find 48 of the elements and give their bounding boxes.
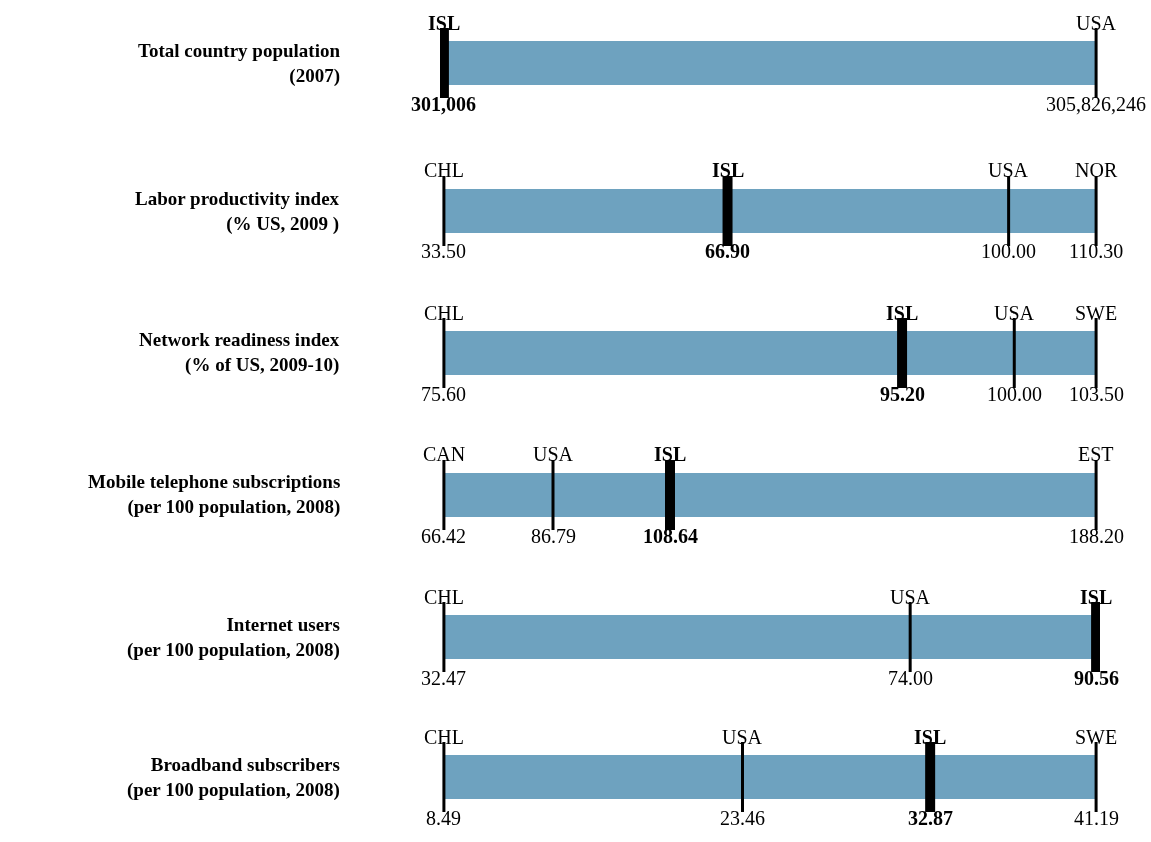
text: Labor productivity index (% US, 2009 ) <box>135 188 340 235</box>
text: Mobile telephone subscriptions (per 100 population, 2008) <box>88 471 341 518</box>
legend-label: CHL <box>424 302 464 324</box>
legend-label: CHL <box>424 159 464 181</box>
legend-label: USA <box>722 726 763 748</box>
data-label: 103.50 <box>1069 383 1124 405</box>
data-label: 110.30 <box>1069 240 1124 262</box>
data-label: 301,006 <box>411 93 476 115</box>
legend-label: SWE <box>1075 302 1118 324</box>
data-label: 86.79 <box>531 525 576 547</box>
legend-label: NOR <box>1075 159 1118 181</box>
legend-label: ISL <box>712 159 745 181</box>
legend-label: CHL <box>424 726 464 748</box>
legend-label: EST <box>1078 443 1114 465</box>
data-label: 23.46 <box>720 807 765 829</box>
data-label: 95.20 <box>880 383 925 405</box>
text: Internet users (per 100 population, 2008) <box>127 614 340 661</box>
legend-label: USA <box>890 586 931 608</box>
data-label: 305,826,246 <box>1046 93 1146 115</box>
data-label: 33.50 <box>421 240 466 262</box>
data-label: 108.64 <box>643 525 698 547</box>
legend-label: USA <box>1076 12 1117 34</box>
text: Network readiness index (% of US, 2009-10) <box>139 329 340 376</box>
data-label: 32.47 <box>421 667 466 689</box>
legend-label: USA <box>994 302 1035 324</box>
legend-label: ISL <box>886 302 919 324</box>
data-label: 100.00 <box>981 240 1036 262</box>
text: Total country population (2007) <box>138 40 341 87</box>
legend-label: USA <box>533 443 574 465</box>
data-label: 8.49 <box>426 807 461 829</box>
data-label: 74.00 <box>888 667 933 689</box>
data-label: 75.60 <box>421 383 466 405</box>
data-label: 32.87 <box>908 807 953 829</box>
legend-label: USA <box>988 159 1029 181</box>
data-label: 100.00 <box>987 383 1042 405</box>
legend-label: ISL <box>1080 586 1113 608</box>
legend-label: ISL <box>428 12 461 34</box>
data-label: 90.56 <box>1074 667 1119 689</box>
legend-label: ISL <box>654 443 687 465</box>
legend-label: CHL <box>424 586 464 608</box>
data-label: 188.20 <box>1069 525 1124 547</box>
legend-label: SWE <box>1075 726 1118 748</box>
legend-label: CAN <box>423 443 466 465</box>
legend-label: ISL <box>914 726 947 748</box>
text: Broadband subscribers (per 100 population, 2008) <box>127 754 340 801</box>
data-label: 41.19 <box>1074 807 1119 829</box>
data-label: 66.90 <box>705 240 750 262</box>
data-label: 66.42 <box>421 525 466 547</box>
